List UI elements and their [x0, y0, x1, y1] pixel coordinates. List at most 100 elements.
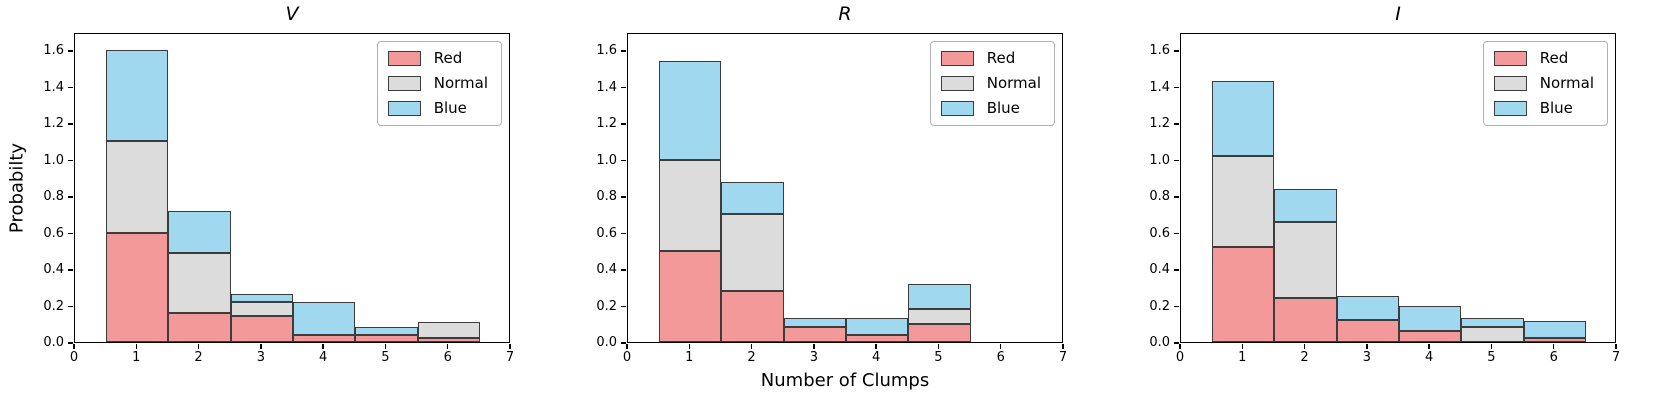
y-tick-label: 0.0	[1149, 335, 1170, 350]
x-tick	[197, 344, 200, 349]
y-tick	[68, 196, 73, 198]
y-tick-label: 1.4	[596, 79, 617, 95]
subplot-r: R Red Normal Blue Number of Clumps 0 1 2 3 4 5 6…	[553, 0, 1106, 401]
y-tick	[68, 305, 73, 308]
legend-entry: Blue	[1493, 99, 1594, 117]
legend-swatch-red	[387, 51, 421, 66]
subplot-i: I Red Normal Blue 0 1 2 3 4 5 6 7 0.0 0.2 0.4 0.6 0.8 1…	[1106, 0, 1659, 401]
bar-segment-normal	[1274, 221, 1337, 299]
x-tick-label: 0	[1175, 350, 1185, 365]
x-tick	[1062, 344, 1064, 349]
x-tick-label: 6	[443, 350, 452, 365]
x-tick	[446, 344, 449, 349]
x-tick	[1179, 344, 1181, 349]
y-tick-label: 0.8	[43, 189, 64, 205]
bar-segment-normal	[106, 141, 169, 233]
legend-entry: Red	[387, 51, 488, 66]
x-tick	[688, 344, 691, 349]
bar-segment-red	[1274, 298, 1337, 342]
bar-segment-blue	[908, 283, 971, 310]
bar-segment-blue	[1212, 81, 1275, 156]
y-tick	[621, 305, 626, 308]
x-tick-label: 0	[622, 350, 632, 365]
y-tick	[1174, 305, 1179, 308]
y-tick	[621, 50, 626, 52]
y-tick	[68, 123, 73, 125]
x-tick-label: 3	[809, 350, 818, 365]
subplot-title: R	[838, 3, 852, 25]
legend: Red Normal Blue	[376, 41, 502, 126]
x-tick	[1552, 344, 1555, 349]
y-tick	[1174, 342, 1179, 344]
y-tick	[621, 159, 626, 162]
bar-segment-blue	[1399, 306, 1462, 332]
y-tick-label: 1.0	[596, 152, 617, 168]
bar-segment-normal	[168, 252, 231, 313]
x-tick	[626, 344, 628, 349]
y-tick-label: 0.0	[43, 335, 64, 350]
bar-segment-blue	[1461, 318, 1524, 327]
bar-segment-normal	[659, 159, 722, 251]
y-tick-label: 0.4	[43, 262, 64, 278]
subplot-title: I	[1395, 3, 1401, 25]
y-tick-label: 0.2	[1149, 298, 1170, 314]
subplot-v: V Probabilty Red Normal Blue 0 1 2 3 4 5 6 7 0.0 0.…	[0, 0, 553, 401]
y-tick	[1174, 50, 1179, 52]
x-tick-label: 4	[1425, 350, 1434, 365]
y-tick	[621, 86, 626, 89]
y-tick	[68, 342, 73, 344]
legend-label: Blue	[433, 99, 467, 117]
y-tick-label: 1.0	[1149, 152, 1170, 168]
bar-segment-normal	[721, 214, 784, 291]
y-tick-label: 1.4	[1149, 79, 1170, 95]
y-tick-label: 0.0	[596, 335, 617, 350]
x-tick	[999, 344, 1002, 349]
x-tick-label: 3	[256, 350, 265, 365]
legend-label: Normal	[986, 74, 1041, 92]
bar-segment-red	[168, 312, 231, 342]
y-tick	[621, 342, 626, 344]
legend-label: Blue	[986, 99, 1020, 117]
y-tick-label: 0.2	[596, 298, 617, 314]
y-tick-label: 0.8	[1149, 189, 1170, 205]
bar-segment-red	[355, 334, 418, 342]
x-tick	[1615, 344, 1617, 349]
y-tick-label: 0.4	[1149, 262, 1170, 278]
y-tick-label: 1.0	[43, 152, 64, 168]
x-tick-label: 3	[1362, 350, 1371, 365]
bar-segment-red	[908, 323, 971, 342]
x-tick-label: 4	[872, 350, 881, 365]
bar-segment-blue	[721, 181, 784, 215]
bar-segment-blue	[1336, 295, 1399, 321]
x-tick-label: 5	[381, 350, 390, 365]
y-tick	[621, 232, 626, 235]
legend-entry: Blue	[940, 99, 1041, 117]
legend-label: Normal	[1539, 74, 1594, 92]
x-tick-label: 1	[132, 350, 141, 365]
legend-swatch-red	[940, 51, 974, 66]
y-tick	[68, 50, 73, 52]
legend-entry: Blue	[387, 99, 488, 117]
x-tick-label: 7	[1058, 350, 1068, 365]
legend-label: Blue	[1539, 99, 1573, 117]
legend-entry: Normal	[387, 76, 488, 91]
legend-swatch-blue	[387, 101, 421, 116]
bar-segment-blue	[1523, 321, 1586, 339]
x-tick-label: 4	[319, 350, 328, 365]
x-tick-label: 6	[996, 350, 1005, 365]
subplot-title: V	[285, 3, 299, 25]
bar-segment-blue	[293, 301, 356, 335]
x-tick-label: 5	[934, 350, 943, 365]
legend-label: Red	[1539, 49, 1569, 67]
y-tick-label: 0.6	[1149, 225, 1170, 241]
y-tick	[1174, 232, 1179, 235]
legend-entry: Red	[940, 51, 1041, 66]
y-tick	[1174, 159, 1179, 162]
x-tick	[509, 344, 511, 349]
y-tick	[621, 123, 626, 125]
y-tick	[621, 269, 626, 271]
y-tick-label: 0.6	[596, 225, 617, 241]
x-tick	[1428, 344, 1430, 349]
y-tick	[68, 269, 73, 271]
